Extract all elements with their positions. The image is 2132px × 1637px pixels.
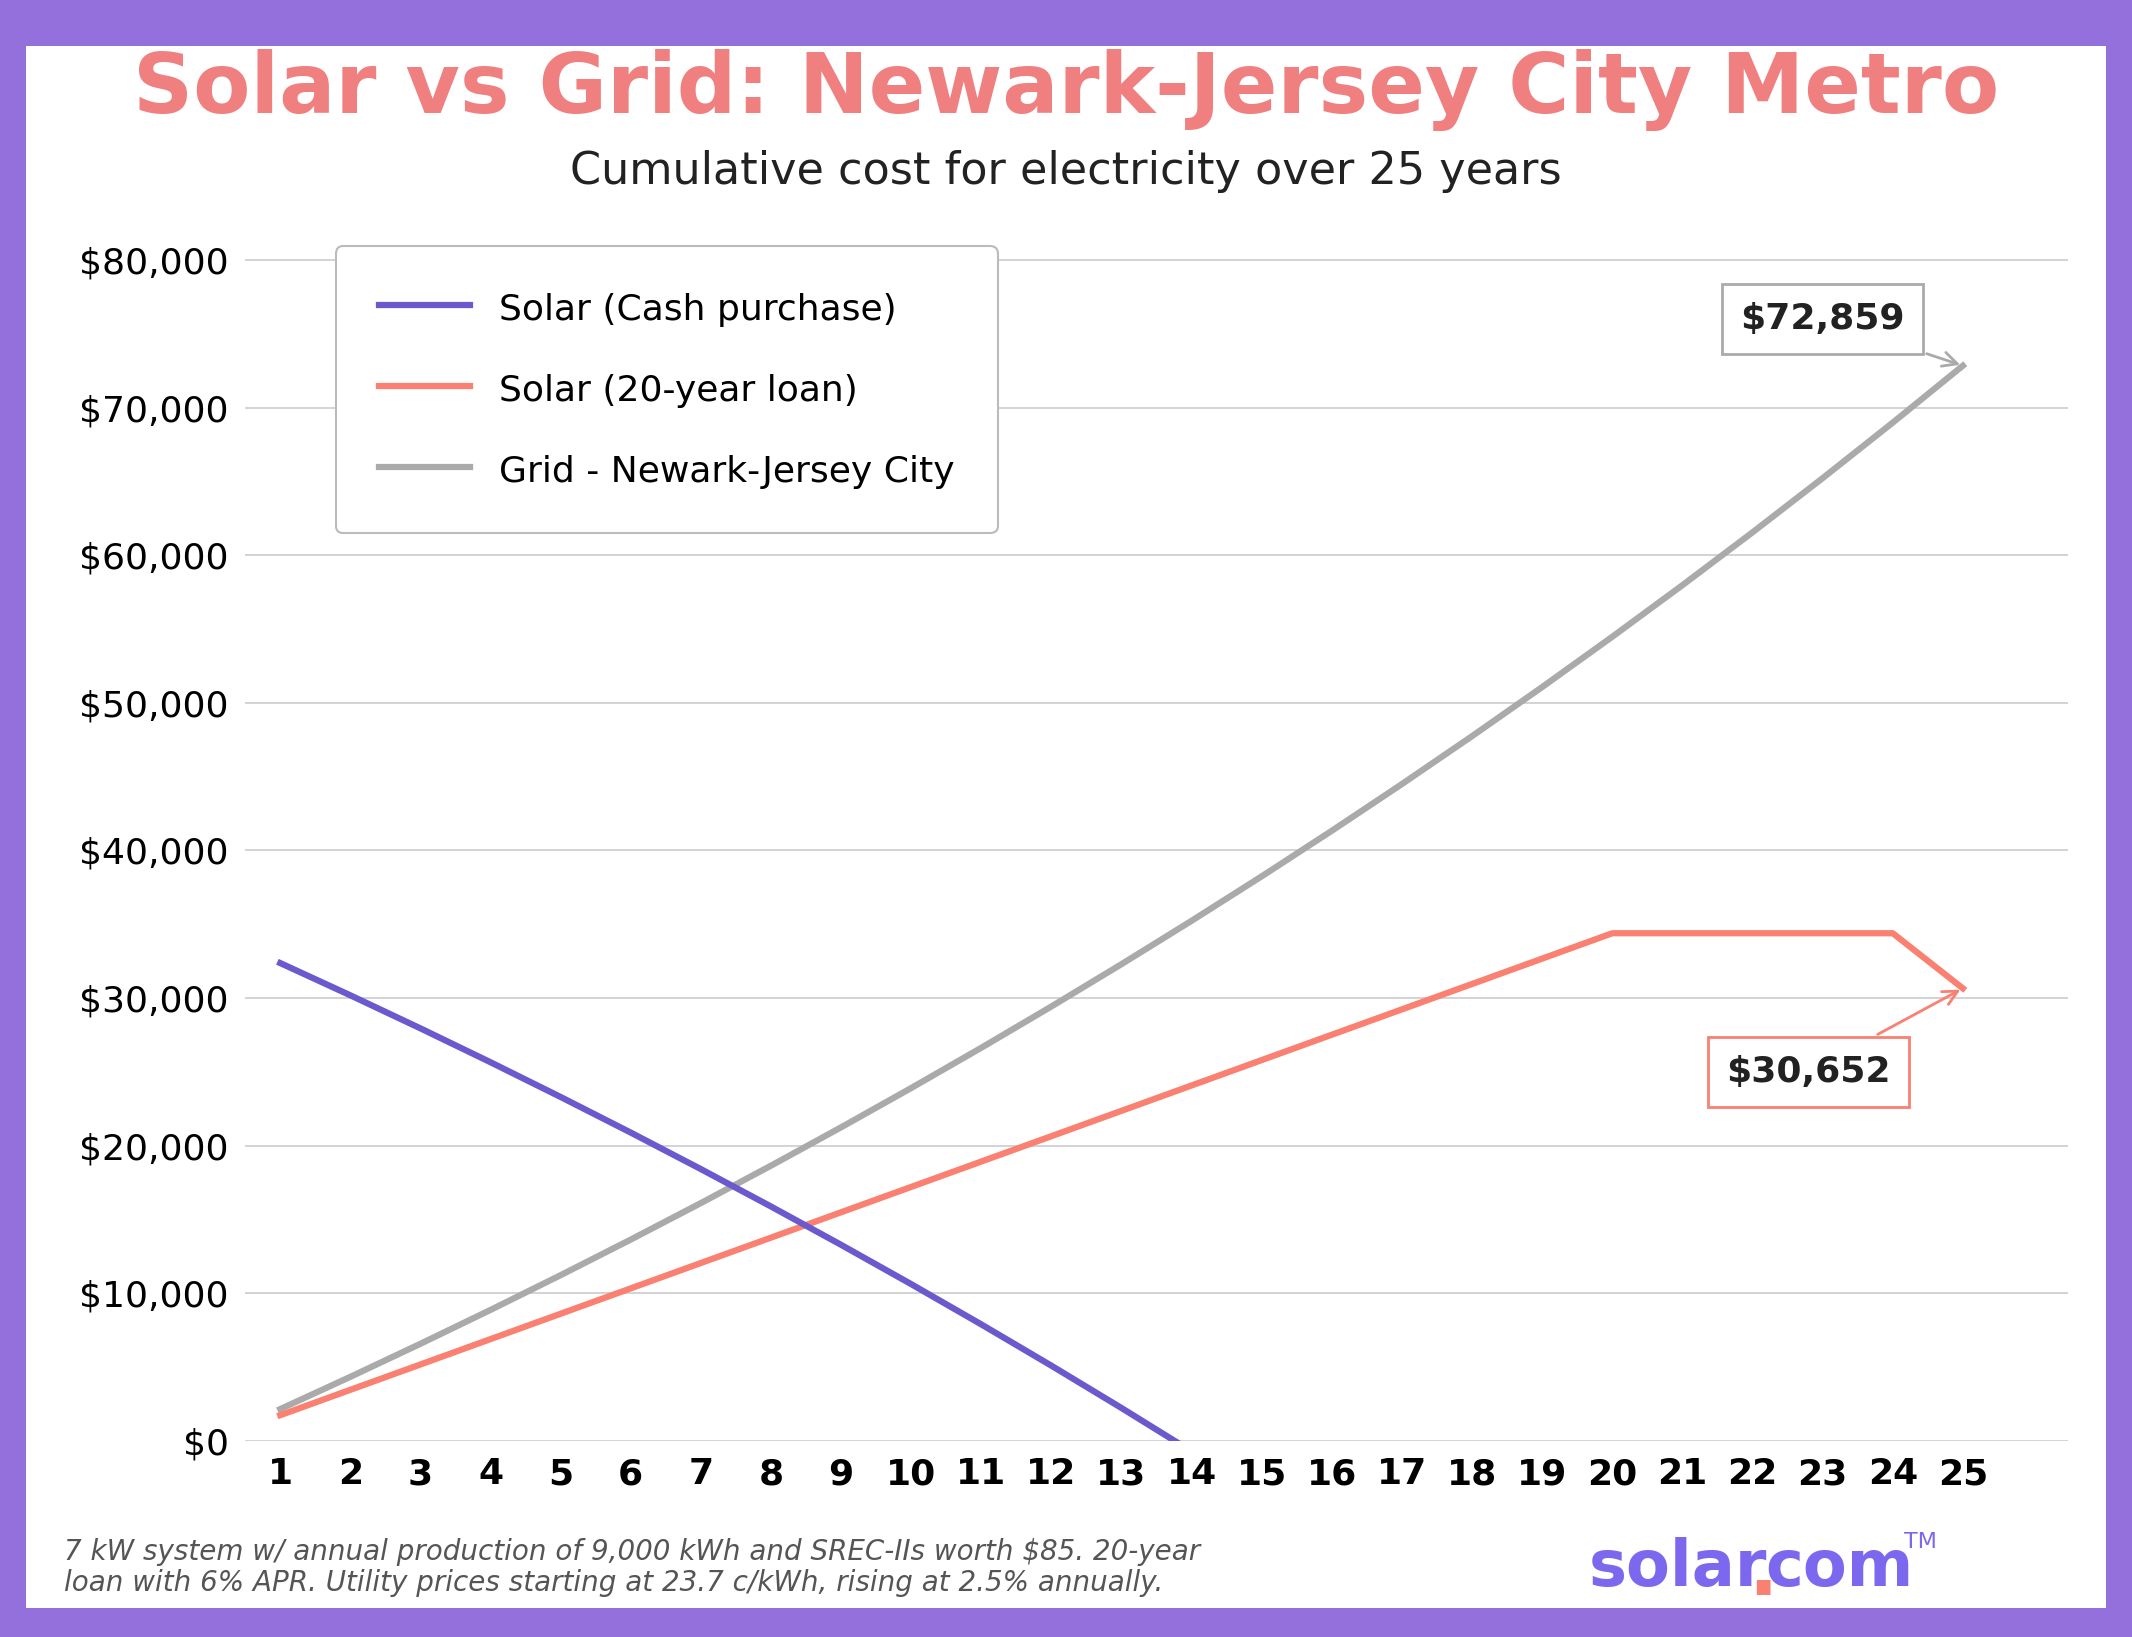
- Solar (Cash purchase): [337, 985, 362, 1005]
- Grid - Newark-Jersey City: [1109, 954, 1134, 974]
- Grid - Newark-Jersey City: [1320, 820, 1345, 840]
- Solar (20-year loan): [1109, 1102, 1134, 1121]
- Grid - Newark-Jersey City: [1390, 774, 1416, 794]
- Solar (20-year loan): [1320, 1025, 1345, 1044]
- Solar (20-year loan): [1951, 979, 1976, 999]
- Solar (20-year loan): [1179, 1076, 1205, 1095]
- Grid - Newark-Jersey City: [1810, 468, 1836, 488]
- Text: loan with 6% APR. Utility prices starting at 23.7 c/kWh, rising at 2.5% annually: loan with 6% APR. Utility prices startin…: [64, 1568, 1164, 1598]
- Grid - Newark-Jersey City: [1458, 727, 1484, 746]
- Grid - Newark-Jersey City: [407, 1334, 433, 1354]
- Grid - Newark-Jersey City: [1599, 627, 1625, 647]
- Solar (Cash purchase): [1179, 1442, 1205, 1462]
- Text: TM: TM: [1904, 1532, 1936, 1552]
- Solar (Cash purchase): [1109, 1398, 1134, 1418]
- Solar (20-year loan): [689, 1254, 714, 1274]
- Solar (20-year loan): [1529, 949, 1554, 969]
- Grid - Newark-Jersey City: [689, 1193, 714, 1213]
- Grid - Newark-Jersey City: [266, 1400, 292, 1419]
- Solar (Cash purchase): [618, 1123, 644, 1143]
- Solar (Cash purchase): [1390, 1578, 1416, 1598]
- Solar (20-year loan): [829, 1203, 855, 1223]
- Solar (Cash purchase): [898, 1274, 923, 1293]
- Text: Cumulative cost for electricity over 25 years: Cumulative cost for electricity over 25 …: [569, 151, 1563, 193]
- Solar (Cash purchase): [1320, 1532, 1345, 1552]
- Grid - Newark-Jersey City: [1249, 866, 1275, 886]
- Text: solar: solar: [1588, 1537, 1767, 1599]
- Legend: Solar (Cash purchase), Solar (20-year loan), Grid - Newark-Jersey City: Solar (Cash purchase), Solar (20-year lo…: [337, 247, 998, 532]
- Solar (20-year loan): [618, 1278, 644, 1298]
- Grid - Newark-Jersey City: [1179, 910, 1205, 930]
- Solar (20-year loan): [1038, 1126, 1064, 1146]
- Line: Grid - Newark-Jersey City: Grid - Newark-Jersey City: [279, 365, 1964, 1409]
- Solar (20-year loan): [266, 1406, 292, 1426]
- Grid - Newark-Jersey City: [1880, 413, 1906, 432]
- Solar (20-year loan): [898, 1177, 923, 1197]
- Text: $72,859: $72,859: [1740, 303, 1957, 367]
- Line: Solar (Cash purchase): Solar (Cash purchase): [279, 963, 1964, 1637]
- Solar (Cash purchase): [1249, 1486, 1275, 1506]
- Solar (Cash purchase): [1038, 1355, 1064, 1375]
- Solar (20-year loan): [1458, 974, 1484, 994]
- Text: $30,652: $30,652: [1727, 990, 1957, 1089]
- Solar (20-year loan): [1810, 923, 1836, 943]
- Grid - Newark-Jersey City: [968, 1038, 994, 1058]
- Grid - Newark-Jersey City: [478, 1300, 503, 1319]
- Solar (Cash purchase): [759, 1197, 785, 1216]
- Text: .: .: [1748, 1536, 1778, 1611]
- Solar (Cash purchase): [829, 1234, 855, 1254]
- Grid - Newark-Jersey City: [548, 1265, 574, 1285]
- Text: 7 kW system w/ annual production of 9,000 kWh and SREC-IIs worth $85. 20-year: 7 kW system w/ annual production of 9,00…: [64, 1537, 1200, 1567]
- Text: com: com: [1765, 1537, 1915, 1599]
- Solar (Cash purchase): [407, 1018, 433, 1038]
- Solar (Cash purchase): [968, 1315, 994, 1334]
- Solar (20-year loan): [1599, 923, 1625, 943]
- Solar (20-year loan): [1390, 1000, 1416, 1020]
- Solar (20-year loan): [1249, 1051, 1275, 1071]
- Solar (20-year loan): [548, 1305, 574, 1324]
- Solar (20-year loan): [478, 1329, 503, 1349]
- Solar (20-year loan): [337, 1380, 362, 1400]
- Text: Solar vs Grid: Newark-Jersey City Metro: Solar vs Grid: Newark-Jersey City Metro: [132, 49, 2000, 131]
- Solar (Cash purchase): [1458, 1626, 1484, 1637]
- Solar (Cash purchase): [548, 1087, 574, 1107]
- Solar (20-year loan): [1740, 923, 1765, 943]
- Grid - Newark-Jersey City: [1529, 678, 1554, 697]
- Solar (20-year loan): [1669, 923, 1695, 943]
- Solar (20-year loan): [759, 1228, 785, 1247]
- Grid - Newark-Jersey City: [829, 1118, 855, 1138]
- Grid - Newark-Jersey City: [1669, 575, 1695, 594]
- Solar (20-year loan): [1880, 923, 1906, 943]
- Line: Solar (20-year loan): Solar (20-year loan): [279, 933, 1964, 1416]
- Solar (Cash purchase): [478, 1053, 503, 1072]
- Grid - Newark-Jersey City: [898, 1079, 923, 1098]
- Grid - Newark-Jersey City: [1740, 522, 1765, 542]
- Solar (20-year loan): [968, 1152, 994, 1172]
- Grid - Newark-Jersey City: [1038, 997, 1064, 1017]
- Grid - Newark-Jersey City: [618, 1229, 644, 1249]
- Grid - Newark-Jersey City: [759, 1156, 785, 1175]
- Solar (Cash purchase): [266, 953, 292, 972]
- Solar (Cash purchase): [689, 1159, 714, 1179]
- Solar (20-year loan): [407, 1355, 433, 1375]
- Grid - Newark-Jersey City: [337, 1367, 362, 1387]
- Grid - Newark-Jersey City: [1951, 355, 1976, 375]
